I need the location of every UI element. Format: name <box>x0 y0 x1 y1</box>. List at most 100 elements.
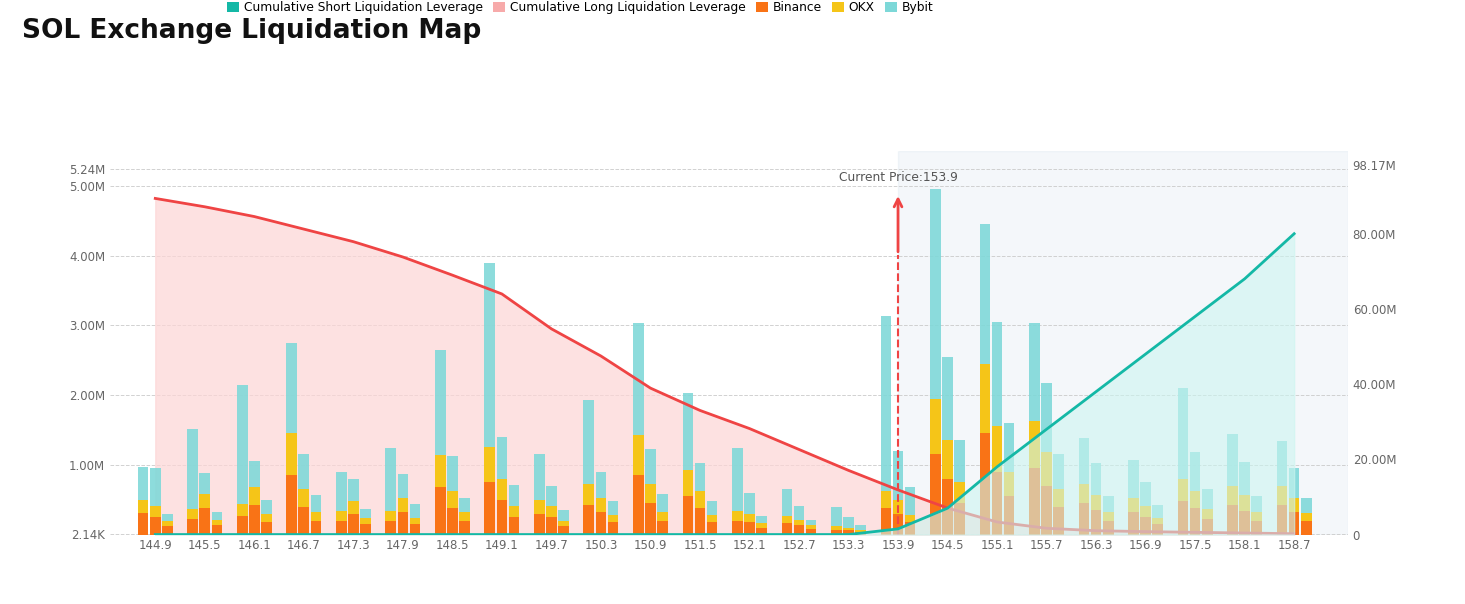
Bar <box>533 500 545 513</box>
Bar <box>930 190 941 399</box>
Bar <box>942 479 952 535</box>
Bar <box>1276 486 1288 506</box>
Bar <box>299 507 309 535</box>
Bar <box>898 151 1348 535</box>
Bar <box>447 457 457 491</box>
Bar <box>633 435 643 475</box>
Bar <box>1053 454 1064 489</box>
Bar <box>992 472 1002 535</box>
Bar <box>1078 484 1090 503</box>
Bar <box>608 501 618 515</box>
Bar <box>546 517 557 535</box>
Bar <box>694 491 705 508</box>
Bar <box>249 506 259 535</box>
Bar <box>1190 452 1200 490</box>
Bar <box>1042 382 1052 452</box>
Bar <box>497 500 507 535</box>
Bar <box>237 385 248 504</box>
Bar <box>1239 462 1250 495</box>
Bar <box>942 440 952 479</box>
Bar <box>261 500 271 515</box>
Bar <box>954 482 965 503</box>
Text: SOL Exchange Liquidation Map: SOL Exchange Liquidation Map <box>22 18 481 44</box>
Bar <box>397 474 409 498</box>
Bar <box>694 508 705 535</box>
Bar <box>645 484 656 503</box>
Bar <box>237 516 248 535</box>
Bar <box>249 487 259 506</box>
Bar <box>608 522 618 535</box>
Bar <box>1153 524 1163 535</box>
Bar <box>744 493 754 513</box>
Bar <box>831 507 842 526</box>
Bar <box>905 487 916 515</box>
Bar <box>546 486 557 506</box>
Bar <box>856 530 866 532</box>
Bar <box>954 440 965 482</box>
Bar <box>1103 512 1113 521</box>
Bar <box>349 479 359 501</box>
Bar <box>633 323 643 435</box>
Bar <box>385 511 396 521</box>
Bar <box>880 508 891 535</box>
Bar <box>533 513 545 535</box>
Bar <box>1128 512 1138 535</box>
Bar <box>930 399 941 454</box>
Bar <box>1178 479 1188 501</box>
Bar <box>880 490 891 508</box>
Bar <box>459 521 470 535</box>
Bar <box>930 454 941 535</box>
Bar <box>397 498 409 512</box>
Bar <box>1028 421 1040 468</box>
Bar <box>1301 513 1311 521</box>
Bar <box>1251 512 1261 521</box>
Bar <box>360 518 371 524</box>
Bar <box>732 521 743 535</box>
Bar <box>1289 512 1299 535</box>
Bar <box>1228 506 1238 535</box>
Bar <box>856 525 866 530</box>
Bar <box>744 522 754 535</box>
Bar <box>435 455 445 487</box>
Bar <box>744 513 754 522</box>
Bar <box>608 515 618 522</box>
Bar <box>1289 498 1299 512</box>
Bar <box>261 522 271 535</box>
Bar <box>1190 490 1200 508</box>
Bar <box>1239 495 1250 511</box>
Bar <box>188 519 198 535</box>
Bar <box>892 500 904 513</box>
Bar <box>1201 518 1213 535</box>
Bar <box>732 511 743 521</box>
Bar <box>1091 510 1102 535</box>
Bar <box>249 461 259 487</box>
Bar <box>299 454 309 489</box>
Bar <box>558 521 568 526</box>
Bar <box>992 322 1002 426</box>
Bar <box>683 496 693 535</box>
Bar <box>311 495 321 512</box>
Bar <box>706 501 718 515</box>
Bar <box>508 517 519 535</box>
Bar <box>508 506 519 517</box>
Bar <box>286 475 297 535</box>
Bar <box>954 503 965 535</box>
Bar <box>199 473 209 494</box>
Bar <box>1251 521 1261 535</box>
Bar <box>683 470 693 496</box>
Bar <box>1028 323 1040 421</box>
Bar <box>286 342 297 434</box>
Bar <box>756 516 766 524</box>
Bar <box>856 532 866 535</box>
Bar <box>658 521 668 535</box>
Bar <box>980 364 990 434</box>
Bar <box>980 434 990 535</box>
Bar <box>844 530 854 535</box>
Bar <box>435 487 445 535</box>
Bar <box>163 515 173 521</box>
Bar <box>683 393 693 470</box>
Bar <box>1128 460 1138 498</box>
Bar <box>1004 496 1014 535</box>
Bar <box>1251 496 1261 512</box>
Bar <box>905 515 916 522</box>
